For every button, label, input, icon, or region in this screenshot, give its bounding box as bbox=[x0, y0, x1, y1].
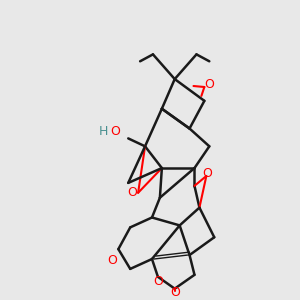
Text: O: O bbox=[204, 77, 214, 91]
Text: O: O bbox=[127, 186, 137, 199]
Text: O: O bbox=[153, 275, 163, 288]
Text: H: H bbox=[99, 125, 108, 138]
Text: O: O bbox=[202, 167, 212, 179]
Text: O: O bbox=[110, 125, 120, 138]
Text: O: O bbox=[107, 254, 117, 268]
Text: O: O bbox=[170, 286, 180, 299]
